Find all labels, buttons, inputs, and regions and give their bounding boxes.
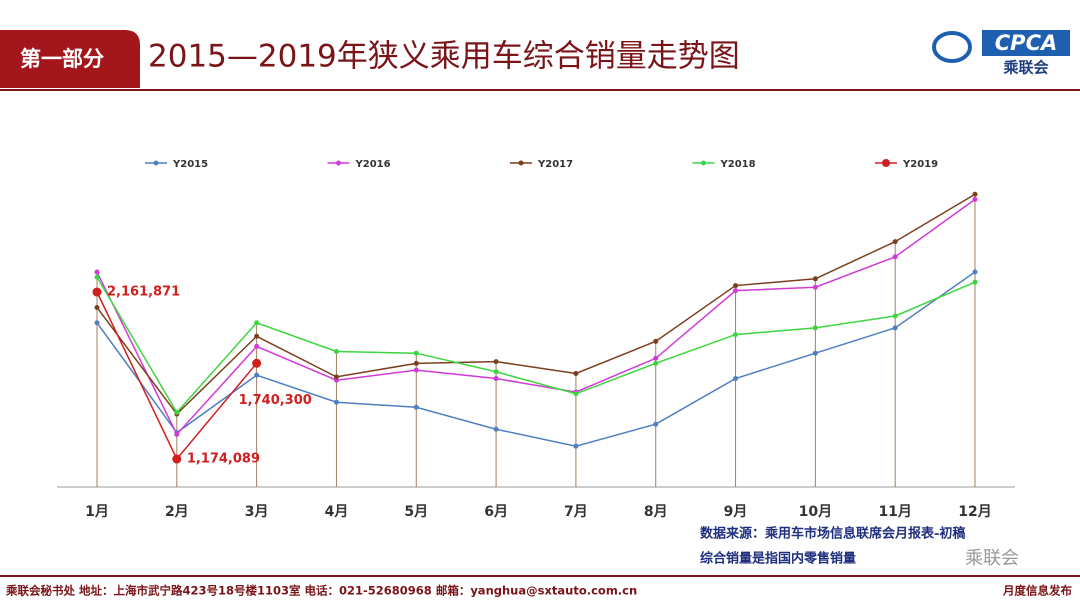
data-label: 1,174,089 [187,452,260,467]
data-point [653,338,659,344]
data-label: 2,161,871 [107,285,180,300]
data-point [892,254,898,260]
x-tick-label: 3月 [245,504,269,520]
x-tick-label: 11月 [878,504,911,520]
data-point [254,333,260,339]
data-point [653,355,659,361]
legend-dot [701,160,706,166]
data-point [172,454,182,464]
data-point [972,269,978,275]
logo-box [982,30,1070,56]
data-point [174,431,180,437]
data-point [573,391,579,397]
footer-right: 月度信息发布 [1002,584,1072,598]
data-point [413,367,419,373]
data-point [812,350,818,356]
data-point [333,374,339,380]
data-point [413,404,419,410]
x-tick-label: 5月 [404,504,428,520]
data-point [653,360,659,366]
data-point [573,443,579,449]
legend-dot [882,159,890,167]
data-point [94,305,100,311]
x-tick-label: 2月 [165,504,189,520]
footer-contact: 乘联会秘书处 地址：上海市武宁路423号18号楼1103室 电话：021-526… [5,584,637,598]
x-tick-label: 6月 [484,504,508,520]
x-tick-label: 7月 [564,504,588,520]
legend-label: Y2015 [172,159,208,170]
data-point [333,348,339,354]
data-label: 1,740,300 [239,393,312,408]
section-tab [0,30,140,88]
data-point [493,426,499,432]
legend-label: Y2019 [902,159,938,170]
data-point [94,269,100,275]
legend-label: Y2018 [720,159,756,170]
logo-text: CPCA [995,31,1057,55]
data-point [252,358,262,368]
series-line [96,198,976,436]
data-point [972,191,978,197]
data-point [413,360,419,366]
data-point [493,376,499,382]
series-line [96,271,976,447]
logo-icon [932,31,972,63]
data-point [493,359,499,365]
data-point [254,372,260,378]
data-point [254,343,260,349]
x-tick-label: 9月 [724,504,748,520]
legend-dot [153,160,159,166]
data-point [333,399,339,405]
data-point [733,283,739,289]
legend-dot [336,160,341,166]
data-point [653,421,659,427]
x-tick-label: 8月 [644,504,668,520]
series-line [96,276,976,414]
data-point [812,325,818,331]
data-point [972,196,978,202]
data-point [493,369,499,375]
data-point [733,376,739,382]
data-point [972,279,978,285]
data-point [413,350,419,356]
source-note: 综合销量是指国内零售销量 [700,551,856,567]
data-point [733,288,739,294]
watermark: 乘联会 [965,548,1019,569]
data-point [892,313,898,319]
x-tick-label: 1月 [85,504,109,520]
data-point [94,320,100,326]
logo-subtext: 乘联会 [1002,59,1048,77]
x-tick-label: 12月 [958,504,991,520]
data-point [174,409,180,415]
x-tick-label: 4月 [325,504,349,520]
legend-dot [518,160,524,166]
series-line [96,193,976,416]
x-tick-label: 10月 [799,504,832,520]
data-point [892,325,898,331]
section-label: 第一部分 [20,47,104,71]
source-note: 数据来源：乘用车市场信息联席会月报表-初稿 [700,526,965,542]
legend-label: Y2016 [355,159,391,170]
data-point [812,276,818,282]
data-point [892,239,898,245]
data-point [92,287,102,297]
data-point [94,274,100,280]
data-point [733,332,739,338]
chart-title: 2015—2019年狭义乘用车综合销量走势图 [148,39,740,75]
data-point [573,370,579,376]
data-point [254,320,260,326]
legend-label: Y2017 [537,159,573,170]
data-point [812,284,818,290]
